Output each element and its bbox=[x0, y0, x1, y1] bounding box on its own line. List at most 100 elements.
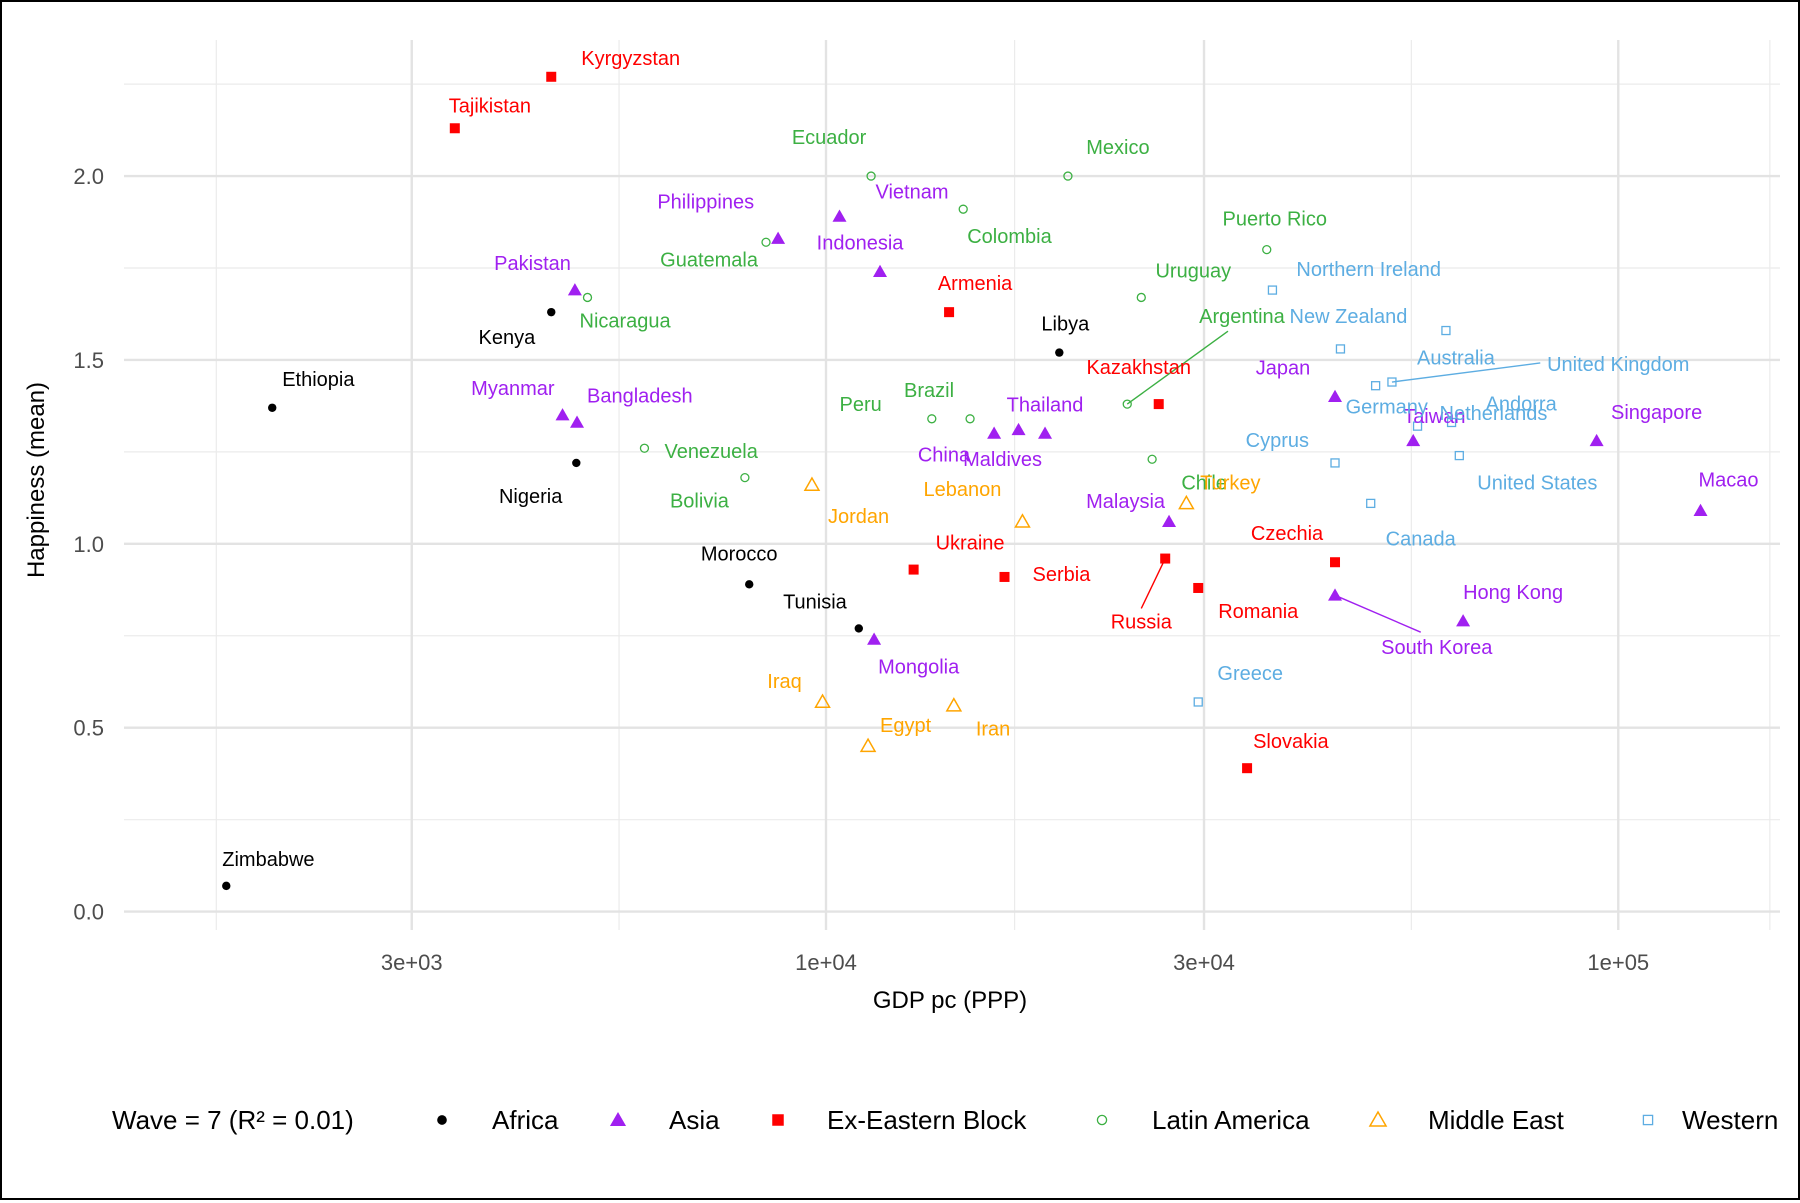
point-label: Ecuador bbox=[792, 127, 867, 149]
data-point bbox=[1242, 763, 1253, 774]
data-point bbox=[958, 204, 968, 214]
point-label: Northern Ireland bbox=[1296, 259, 1441, 281]
data-point bbox=[1193, 582, 1204, 593]
data-point bbox=[1122, 399, 1132, 409]
point-label: Nigeria bbox=[499, 486, 563, 508]
data-point bbox=[1335, 344, 1346, 354]
point-label: Czechia bbox=[1251, 523, 1324, 545]
point-label: Lebanon bbox=[924, 479, 1002, 501]
point-label: Egypt bbox=[880, 715, 932, 737]
data-point bbox=[1063, 171, 1073, 181]
point-label: Brazil bbox=[904, 380, 954, 402]
data-point bbox=[1330, 557, 1341, 568]
data-point bbox=[859, 737, 877, 753]
point-label: Venezuela bbox=[664, 441, 758, 463]
x-axis-ticks: 3e+03 1e+04 3e+04 1e+05 bbox=[381, 950, 1649, 975]
point-label: Philippines bbox=[657, 192, 754, 214]
data-point bbox=[1262, 244, 1272, 255]
point-label: Singapore bbox=[1611, 402, 1702, 424]
point-label: Kenya bbox=[479, 327, 537, 349]
data-point bbox=[546, 71, 557, 82]
point-label: Netherlands bbox=[1440, 403, 1548, 425]
point-label: Colombia bbox=[967, 226, 1052, 248]
point-label: Libya bbox=[1041, 314, 1090, 336]
point-label: Morocco bbox=[701, 543, 778, 565]
data-point bbox=[1147, 454, 1157, 464]
point-label: Puerto Rico bbox=[1222, 209, 1327, 231]
legend-title: Wave = 7 (R² = 0.01) bbox=[112, 1105, 354, 1135]
data-point bbox=[1412, 421, 1423, 431]
data-point bbox=[945, 697, 963, 712]
grid-lines bbox=[124, 40, 1780, 930]
data-point bbox=[1055, 348, 1064, 357]
data-point bbox=[987, 426, 1002, 439]
point-label: Maldives bbox=[963, 449, 1042, 471]
point-label: Nicaragua bbox=[580, 310, 672, 332]
point-label: Uruguay bbox=[1155, 260, 1231, 282]
x-axis-title: GDP pc (PPP) bbox=[873, 987, 1027, 1014]
data-point bbox=[582, 292, 593, 303]
point-label: Zimbabwe bbox=[222, 849, 314, 871]
data-point bbox=[745, 580, 754, 589]
legend-key bbox=[1642, 1114, 1654, 1126]
data-point bbox=[1014, 513, 1031, 528]
point-label: Turkey bbox=[1200, 472, 1260, 494]
point-label: Cyprus bbox=[1246, 430, 1309, 452]
data-point bbox=[803, 476, 821, 491]
data-points bbox=[222, 71, 1708, 891]
data-point bbox=[965, 414, 975, 424]
legend-key bbox=[772, 1114, 784, 1126]
point-label: Australia bbox=[1417, 348, 1496, 370]
data-point bbox=[814, 693, 831, 708]
point-label: Iraq bbox=[767, 671, 801, 693]
point-label: Ukraine bbox=[936, 533, 1005, 555]
data-point bbox=[547, 307, 556, 317]
data-point bbox=[1456, 614, 1471, 627]
point-label: Guatemala bbox=[660, 249, 759, 271]
data-point bbox=[761, 237, 771, 247]
leader-line bbox=[1391, 362, 1541, 383]
point-label: Pakistan bbox=[494, 253, 571, 275]
point-label: Tunisia bbox=[783, 591, 848, 613]
data-point bbox=[1038, 426, 1053, 439]
legend-key bbox=[1096, 1114, 1108, 1126]
data-point bbox=[740, 472, 750, 483]
x-tick-label: 1e+05 bbox=[1587, 950, 1649, 975]
point-label: Hong Kong bbox=[1463, 582, 1563, 604]
point-label: Russia bbox=[1111, 611, 1173, 633]
y-tick-label: 0.5 bbox=[73, 716, 104, 741]
leader-line bbox=[1334, 594, 1422, 633]
point-label: Indonesia bbox=[817, 233, 905, 255]
legend: Wave = 7 (R² = 0.01) Africa Asia Ex-Eastern… bbox=[112, 1105, 1778, 1135]
point-label: Romania bbox=[1218, 601, 1299, 623]
data-point bbox=[1370, 381, 1381, 391]
point-label: Argentina bbox=[1199, 306, 1285, 328]
y-axis-title: Happiness (mean) bbox=[23, 382, 50, 578]
x-tick-label: 1e+04 bbox=[795, 950, 857, 975]
data-point bbox=[854, 624, 863, 633]
data-point bbox=[1328, 588, 1343, 601]
leader-line bbox=[1140, 558, 1166, 609]
data-point bbox=[1160, 553, 1171, 564]
point-label: United States bbox=[1477, 473, 1597, 495]
data-point bbox=[1136, 292, 1146, 303]
point-label: Chile bbox=[1181, 472, 1227, 494]
point-label: Canada bbox=[1386, 528, 1457, 550]
point-label: United Kingdom bbox=[1547, 354, 1689, 376]
data-point bbox=[1011, 422, 1026, 436]
legend-key bbox=[609, 1111, 627, 1127]
data-point bbox=[944, 307, 955, 318]
data-point bbox=[639, 443, 650, 453]
point-label: Bolivia bbox=[670, 491, 730, 513]
point-label: Myanmar bbox=[471, 378, 555, 400]
legend-key bbox=[1368, 1110, 1388, 1127]
data-point bbox=[908, 564, 919, 575]
point-label: Jordan bbox=[828, 506, 889, 528]
legend-label: Asia bbox=[669, 1105, 720, 1135]
data-point bbox=[867, 632, 882, 645]
data-point bbox=[1366, 498, 1376, 509]
point-label: Vietnam bbox=[875, 182, 948, 204]
data-point bbox=[572, 458, 581, 468]
